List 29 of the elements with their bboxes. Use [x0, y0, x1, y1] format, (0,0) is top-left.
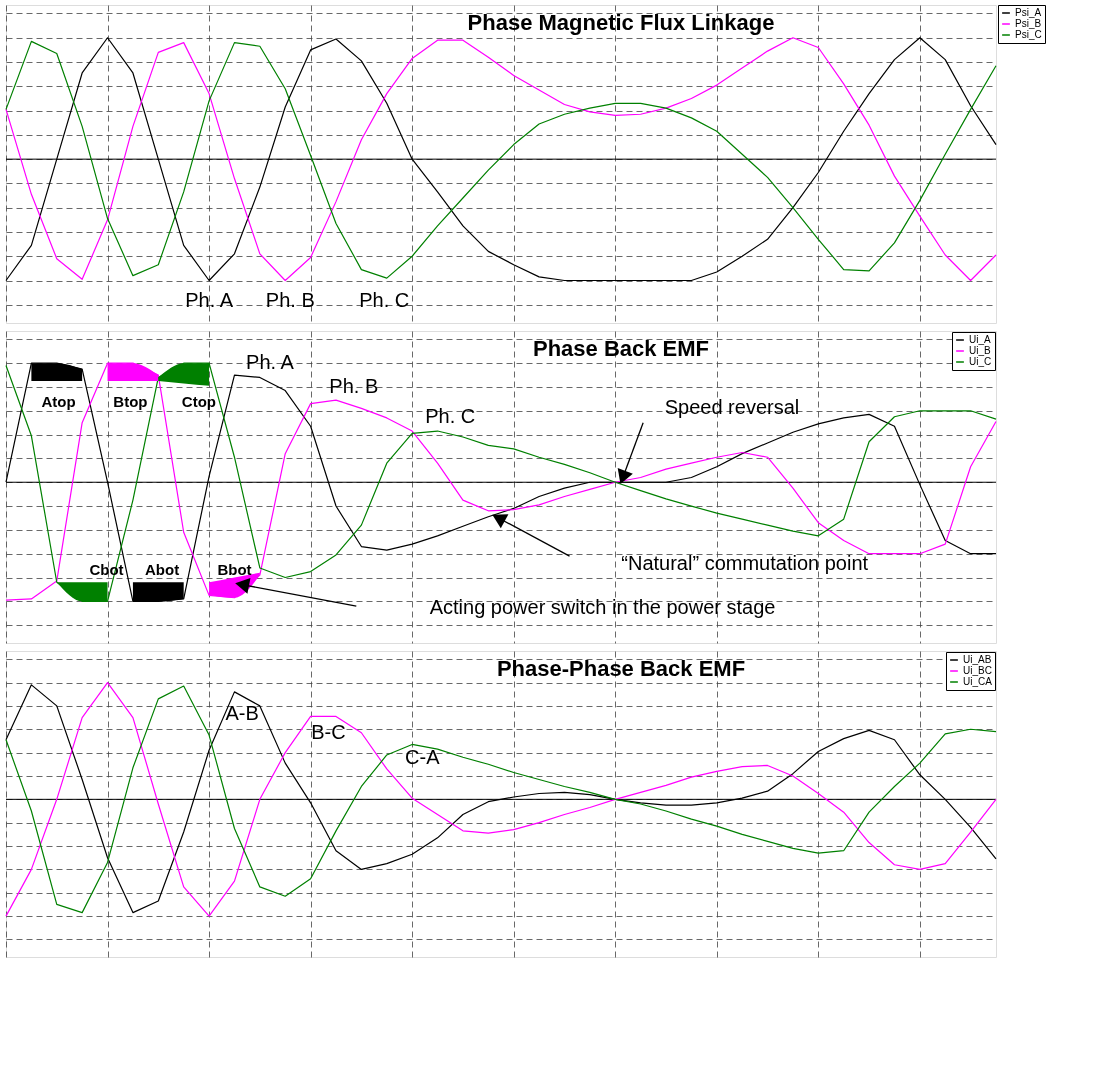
legend-label: Ui_C	[969, 356, 992, 367]
annotation: Acting power switch in the power stage	[429, 596, 776, 619]
annotation: Ph. A	[246, 351, 295, 374]
annotation: Btop	[113, 393, 148, 411]
legend-label: Psi_C	[1015, 29, 1042, 40]
annotation: C-A	[405, 746, 441, 769]
legend-label: Ui_BC	[963, 665, 992, 676]
legend-label: Ui_AB	[963, 654, 992, 665]
annotation: A-B	[225, 702, 259, 725]
chart-title: Phase-Phase Back EMF	[496, 656, 746, 681]
annotation: Speed reversal	[664, 396, 800, 419]
chart-title: Phase Magnetic Flux Linkage	[467, 9, 775, 35]
annotation: Ctop	[181, 393, 216, 411]
text: Ph. B	[265, 289, 315, 312]
legend-label: Ui_CA	[963, 676, 993, 687]
annotation: “Natural” commutation point	[621, 552, 869, 575]
legend-label: Psi_A	[1015, 7, 1042, 18]
chart-title: Phase Back EMF	[532, 336, 710, 361]
text: Ph. C	[359, 289, 410, 312]
text: Ph. A	[185, 289, 234, 312]
annotation: Ph. B	[329, 374, 379, 397]
annotation: B-C	[311, 720, 346, 743]
annotation: Bbot	[217, 561, 252, 579]
annotation: Abot	[145, 561, 180, 579]
legend-label: Ui_A	[969, 334, 991, 345]
annotation: Ph. C	[425, 404, 476, 427]
legend-label: Ui_B	[969, 345, 991, 356]
annotation: Atop	[41, 393, 76, 411]
legend-label: Psi_B	[1015, 18, 1042, 29]
